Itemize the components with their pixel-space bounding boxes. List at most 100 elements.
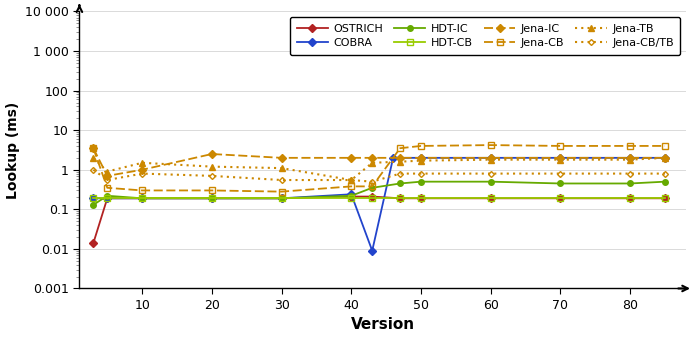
Jena-IC — [661, 156, 669, 160]
Jena-CB — [396, 146, 405, 150]
COBRA — [278, 196, 286, 200]
Jena-TB — [208, 165, 216, 169]
Jena-IC — [138, 168, 146, 172]
OSTRICH — [138, 196, 146, 200]
HDT-CB — [396, 196, 405, 200]
HDT-CB — [486, 196, 495, 200]
OSTRICH — [278, 196, 286, 200]
Jena-CB/TB — [368, 179, 376, 184]
HDT-CB — [138, 196, 146, 200]
Jena-CB — [278, 190, 286, 194]
Line: OSTRICH: OSTRICH — [91, 194, 668, 246]
Jena-IC — [626, 156, 634, 160]
Line: Jena-IC: Jena-IC — [91, 145, 668, 179]
COBRA — [661, 156, 669, 160]
Jena-TB — [626, 158, 634, 162]
OSTRICH — [347, 195, 355, 199]
Jena-CB — [486, 143, 495, 147]
Jena-IC — [90, 146, 98, 150]
HDT-CB — [90, 196, 98, 200]
Jena-IC — [486, 156, 495, 160]
Jena-CB/TB — [138, 172, 146, 176]
OSTRICH — [368, 195, 376, 199]
OSTRICH — [417, 196, 425, 200]
Jena-CB/TB — [278, 178, 286, 182]
Jena-CB/TB — [486, 172, 495, 176]
HDT-CB — [278, 196, 286, 200]
Jena-CB — [626, 144, 634, 148]
Jena-CB/TB — [557, 172, 565, 176]
Jena-TB — [138, 161, 146, 165]
HDT-IC — [138, 196, 146, 200]
HDT-CB — [626, 196, 634, 200]
Jena-CB — [661, 144, 669, 148]
Jena-IC — [396, 156, 405, 160]
Line: HDT-CB: HDT-CB — [90, 195, 668, 202]
OSTRICH — [103, 196, 112, 200]
Jena-TB — [90, 156, 98, 160]
COBRA — [347, 192, 355, 196]
HDT-CB — [417, 196, 425, 200]
HDT-IC — [278, 196, 286, 200]
HDT-IC — [396, 182, 405, 186]
Jena-TB — [557, 158, 565, 162]
HDT-CB — [208, 196, 216, 200]
HDT-IC — [368, 186, 376, 190]
COBRA — [417, 156, 425, 160]
Y-axis label: Lookup (ms): Lookup (ms) — [6, 101, 19, 199]
Jena-CB — [368, 184, 376, 188]
Jena-TB — [396, 160, 405, 164]
HDT-CB — [557, 196, 565, 200]
Jena-TB — [347, 178, 355, 182]
Line: Jena-CB/TB: Jena-CB/TB — [92, 168, 667, 184]
Jena-CB — [347, 184, 355, 188]
Jena-CB — [557, 144, 565, 148]
Jena-CB/TB — [626, 172, 634, 176]
Jena-IC — [208, 152, 216, 156]
OSTRICH — [661, 196, 669, 200]
OSTRICH — [557, 196, 565, 200]
Jena-IC — [417, 156, 425, 160]
OSTRICH — [396, 196, 405, 200]
COBRA — [138, 196, 146, 200]
Jena-CB/TB — [347, 178, 355, 182]
Jena-CB/TB — [396, 172, 405, 176]
HDT-IC — [661, 179, 669, 184]
COBRA — [90, 196, 98, 200]
OSTRICH — [208, 196, 216, 200]
COBRA — [486, 156, 495, 160]
HDT-IC — [90, 203, 98, 207]
Jena-CB — [208, 188, 216, 192]
HDT-IC — [417, 179, 425, 184]
Jena-TB — [417, 159, 425, 163]
COBRA — [368, 249, 376, 253]
Jena-CB/TB — [90, 168, 98, 172]
Jena-IC — [347, 156, 355, 160]
HDT-IC — [626, 182, 634, 186]
Legend: OSTRICH, COBRA, HDT-IC, HDT-CB, Jena-IC, Jena-CB, Jena-TB, Jena-CB/TB: OSTRICH, COBRA, HDT-IC, HDT-CB, Jena-IC,… — [290, 17, 680, 55]
HDT-IC — [557, 182, 565, 186]
COBRA — [103, 196, 112, 200]
Jena-CB/TB — [208, 174, 216, 178]
HDT-CB — [661, 196, 669, 200]
OSTRICH — [90, 241, 98, 245]
Jena-TB — [278, 166, 286, 170]
Line: Jena-CB: Jena-CB — [90, 142, 668, 195]
Jena-CB/TB — [417, 172, 425, 176]
Jena-TB — [486, 158, 495, 162]
Line: COBRA: COBRA — [91, 155, 668, 254]
COBRA — [626, 156, 634, 160]
HDT-CB — [368, 196, 376, 200]
OSTRICH — [486, 196, 495, 200]
Jena-IC — [557, 156, 565, 160]
Jena-TB — [661, 156, 669, 160]
HDT-IC — [486, 179, 495, 184]
X-axis label: Version: Version — [350, 317, 415, 333]
Line: HDT-IC: HDT-IC — [91, 179, 668, 208]
HDT-IC — [208, 196, 216, 200]
HDT-IC — [103, 194, 112, 198]
Jena-CB — [417, 144, 425, 148]
Jena-CB — [138, 188, 146, 192]
Jena-CB/TB — [661, 172, 669, 176]
Jena-TB — [368, 161, 376, 165]
